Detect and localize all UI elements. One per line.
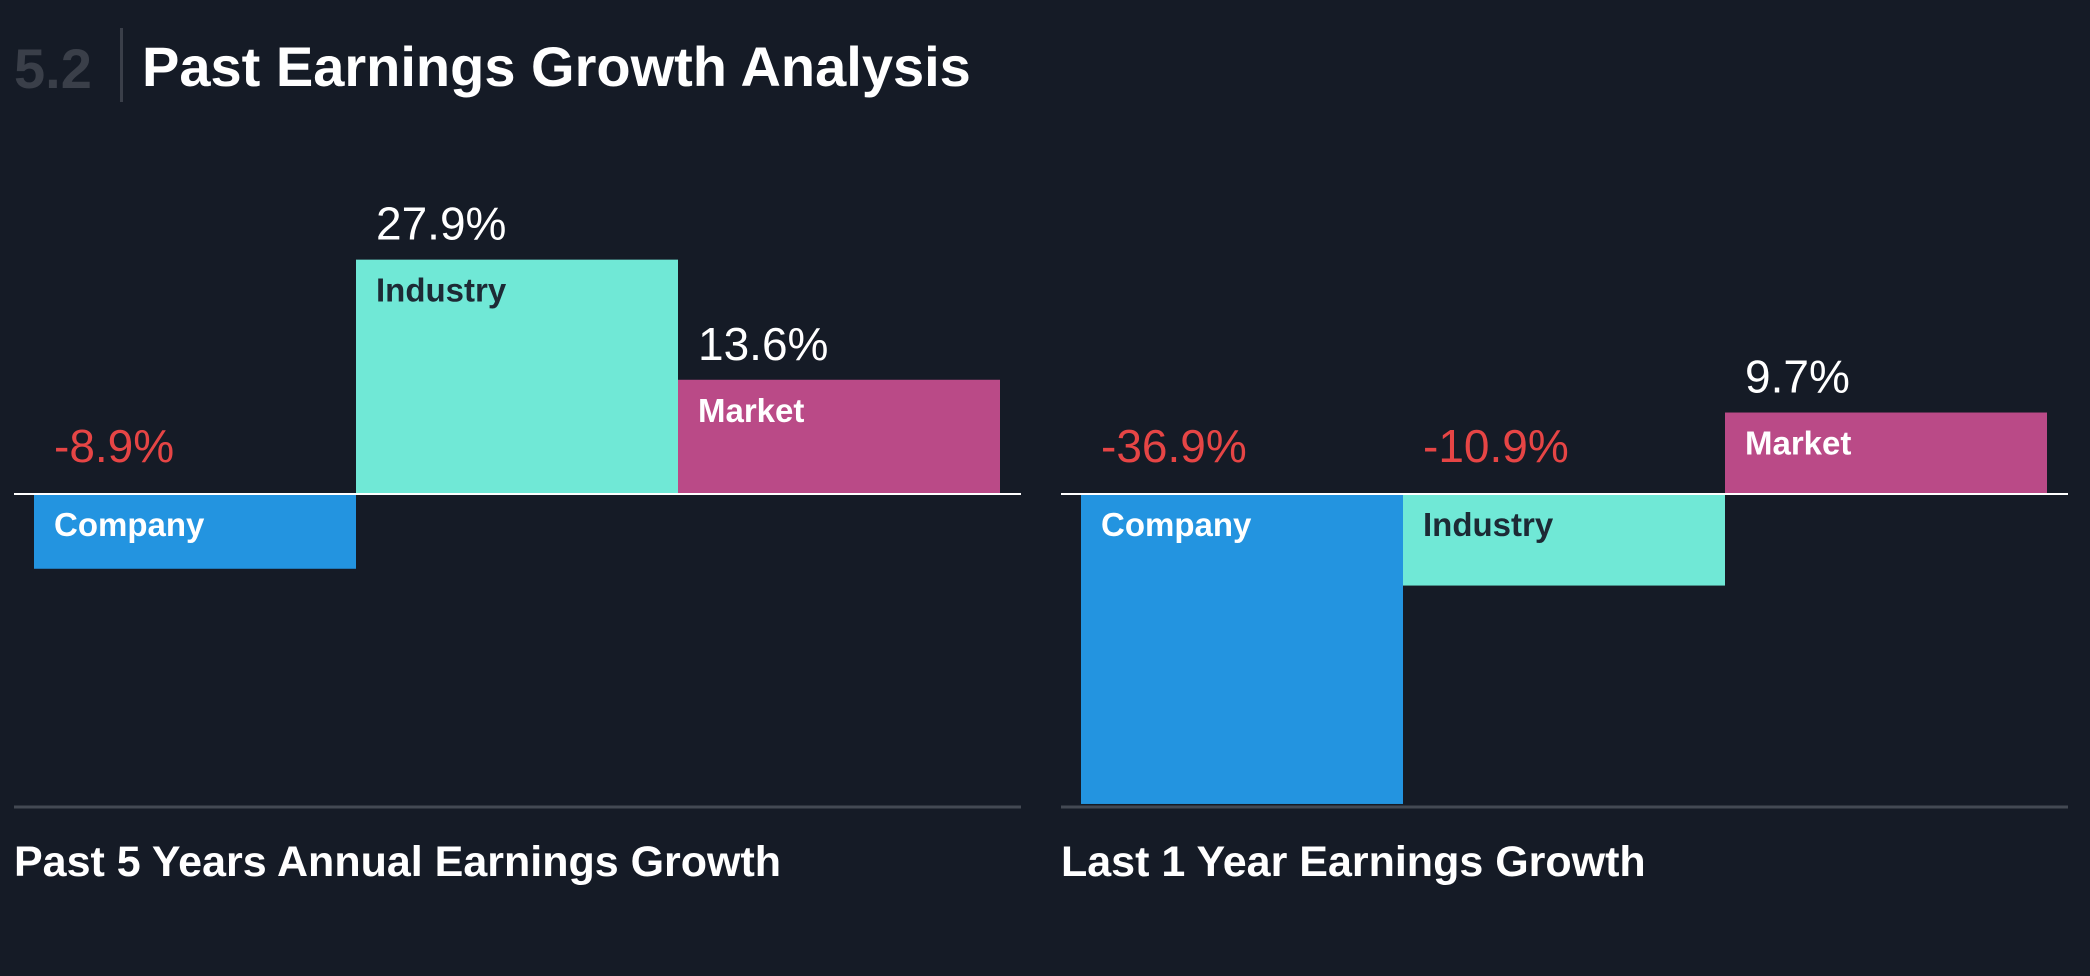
chart-1-value-label-company: -8.9%: [54, 420, 174, 472]
chart-1-title: Past 5 Years Annual Earnings Growth: [14, 838, 781, 886]
chart-1-bar-industry: [356, 259, 678, 494]
chart-2-title: Last 1 Year Earnings Growth: [1061, 838, 1646, 886]
chart-1-value-label-market: 13.6%: [698, 318, 828, 370]
chart-2-category-label-market: Market: [1745, 425, 1851, 462]
chart-2-value-label-company: -36.9%: [1101, 420, 1247, 472]
chart-2-bar-company: [1081, 494, 1403, 804]
page-title: Past Earnings Growth Analysis: [142, 35, 971, 98]
chart-1-category-label-market: Market: [698, 392, 804, 429]
chart-2-value-label-industry: -10.9%: [1423, 420, 1569, 472]
chart-2-bar-market: [1725, 412, 2047, 494]
chart-2-value-label-market: 9.7%: [1745, 351, 1850, 403]
chart-1-bar-company: [34, 494, 356, 569]
chart-2-category-label-company: Company: [1101, 506, 1252, 543]
title-divider: [120, 28, 123, 102]
chart-2-bar-industry: [1403, 494, 1725, 586]
chart-1-category-label-industry: Industry: [376, 272, 507, 309]
chart-2-category-label-industry: Industry: [1423, 506, 1554, 543]
chart-1-value-label-industry: 27.9%: [376, 198, 506, 250]
chart-1-bar-market: [678, 379, 1000, 494]
section-number: 5.2: [14, 37, 92, 100]
chart-1-category-label-company: Company: [54, 506, 205, 543]
